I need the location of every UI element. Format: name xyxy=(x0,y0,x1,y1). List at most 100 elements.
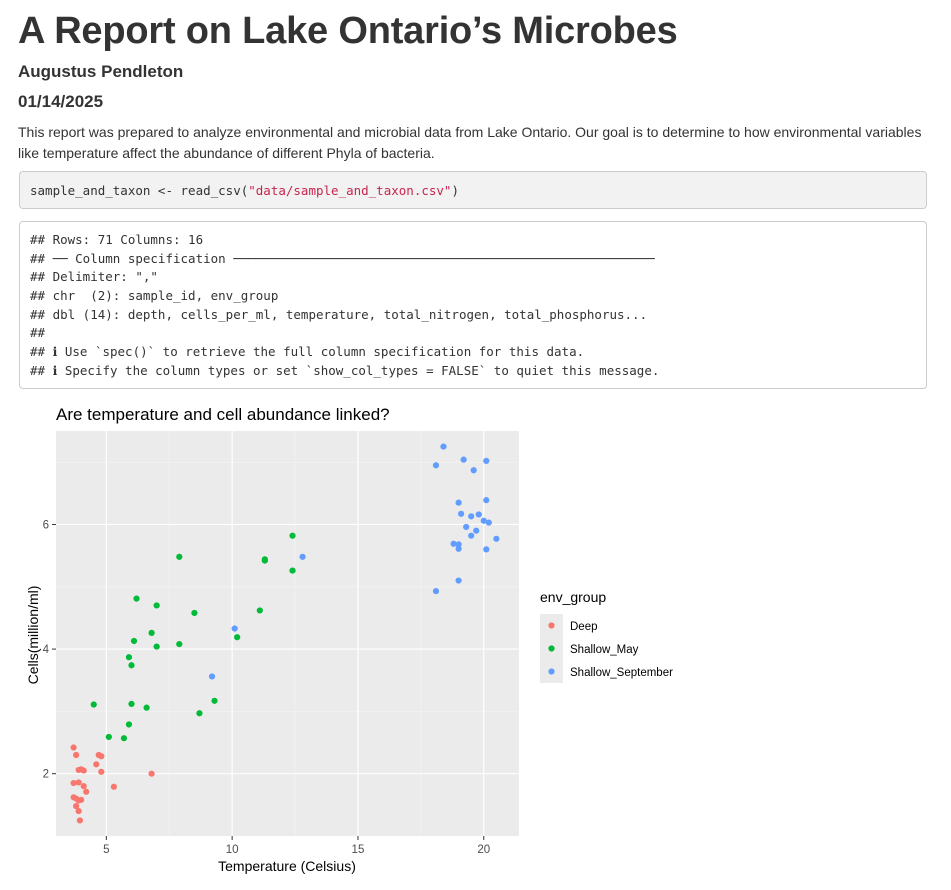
data-point-shallow-may xyxy=(130,637,138,645)
data-point-shallow-september xyxy=(450,540,457,547)
output-line: ## dbl (14): depth, cells_per_ml, temper… xyxy=(30,306,648,322)
data-point-deep xyxy=(73,802,80,810)
data-point-shallow-september xyxy=(455,541,462,548)
data-point-deep xyxy=(83,788,90,795)
data-point-shallow-september xyxy=(485,519,492,526)
data-point-shallow-september xyxy=(455,545,462,552)
data-point-shallow-may xyxy=(105,733,112,741)
data-point-deep xyxy=(80,783,87,790)
data-point-shallow-september xyxy=(483,497,490,504)
plot-area: 5 10 15 20 2 4 6 xyxy=(43,431,519,856)
data-point-shallow-may xyxy=(191,609,198,617)
data-point-shallow-may xyxy=(148,629,155,636)
legend-label: Shallow_May xyxy=(570,644,639,656)
y-tick-label: 6 xyxy=(43,519,49,531)
data-point-deep xyxy=(70,744,77,751)
data-point-deep xyxy=(80,767,87,774)
data-point-shallow-september xyxy=(208,673,216,680)
data-point-shallow-may xyxy=(153,602,160,609)
code-block[interactable]: sample_and_taxon <- read_csv("data/sampl… xyxy=(19,171,927,209)
data-point-shallow-may xyxy=(128,662,135,669)
data-point-shallow-may xyxy=(176,553,183,560)
data-point-shallow-may xyxy=(143,704,150,711)
data-point-deep xyxy=(148,770,155,777)
data-point-shallow-september xyxy=(483,457,490,465)
data-point-shallow-may xyxy=(153,643,160,650)
data-point-shallow-september xyxy=(468,532,475,539)
x-tick-label: 20 xyxy=(477,844,490,856)
legend-title: env_group xyxy=(540,589,606,605)
data-point-shallow-september xyxy=(473,527,480,534)
data-point-shallow-september xyxy=(483,546,490,553)
data-point-shallow-september xyxy=(440,443,447,450)
data-point-shallow-may xyxy=(176,640,183,648)
data-point-shallow-may xyxy=(90,701,97,708)
chart-legend: env_group Deep Shallow_May Shallow_Septembe… xyxy=(540,589,673,683)
data-point-shallow-september xyxy=(468,513,475,520)
legend-swatch xyxy=(548,668,555,675)
data-point-shallow-may xyxy=(125,654,133,661)
data-point-shallow-may xyxy=(120,735,128,742)
data-point-shallow-september xyxy=(475,511,482,518)
legend-swatch xyxy=(548,622,555,629)
output-line: ## ℹ Specify the column types or set `sh… xyxy=(30,362,660,378)
data-point-shallow-may xyxy=(128,700,135,708)
data-point-shallow-may xyxy=(289,532,296,539)
y-tick-label: 4 xyxy=(43,644,50,656)
data-point-shallow-september xyxy=(463,523,470,531)
console-output[interactable]: ## Rows: 71 Columns: 16 ## ── Column spe… xyxy=(19,221,927,389)
code-text-end: ) xyxy=(451,183,459,198)
data-point-deep xyxy=(75,779,82,786)
data-point-deep xyxy=(75,807,82,815)
data-point-deep xyxy=(98,768,105,775)
data-point-deep xyxy=(70,779,77,787)
x-tick-label: 5 xyxy=(103,844,109,856)
data-point-deep xyxy=(98,753,105,760)
y-tick-label: 2 xyxy=(43,769,49,781)
data-point-shallow-september xyxy=(299,553,306,560)
output-line: ## xyxy=(30,325,46,341)
x-axis-label: Temperature (Celsius) xyxy=(218,858,356,874)
data-point-shallow-may xyxy=(261,556,268,563)
legend-label: Shallow_September xyxy=(570,667,673,679)
x-tick-label: 10 xyxy=(226,844,239,856)
output-line: ## Rows: 71 Columns: 16 xyxy=(30,232,204,247)
legend-label: Deep xyxy=(570,621,598,633)
scatter-chart: Are temperature and cell abundance linke… xyxy=(25,405,673,874)
data-point-shallow-september xyxy=(455,499,462,506)
data-point-shallow-september xyxy=(455,577,462,584)
data-point-shallow-september xyxy=(480,517,487,524)
data-point-deep xyxy=(76,817,84,824)
plot-panel xyxy=(56,431,519,836)
data-point-deep xyxy=(78,796,85,803)
x-tick-label: 15 xyxy=(352,844,365,856)
data-point-shallow-may xyxy=(234,634,241,641)
report-author: Augustus Pendleton xyxy=(18,62,184,81)
output-line: ## ── Column specification ─────────────… xyxy=(30,250,655,266)
data-point-shallow-may xyxy=(133,595,140,602)
report-title: A Report on Lake Ontario’s Microbes xyxy=(18,10,678,52)
data-point-deep xyxy=(73,751,80,759)
report-date: 01/14/2025 xyxy=(18,92,104,111)
data-point-deep xyxy=(110,783,117,790)
data-point-shallow-september xyxy=(432,588,440,595)
data-point-shallow-september xyxy=(470,467,477,474)
output-line: ## ℹ Use `spec()` to retrieve the full c… xyxy=(30,344,585,360)
y-axis-label: Cells(million/ml) xyxy=(25,586,41,685)
data-point-shallow-may xyxy=(289,567,296,574)
legend-swatch xyxy=(548,645,555,652)
code-string: "data/sample_and_taxon.csv" xyxy=(248,183,452,198)
data-point-shallow-may xyxy=(211,697,218,704)
output-line: ## chr (2): sample_id, env_group xyxy=(30,288,279,304)
data-point-shallow-september xyxy=(493,535,500,542)
data-point-shallow-september xyxy=(458,510,465,517)
output-line: ## Delimiter: "," xyxy=(30,269,158,285)
data-point-shallow-september xyxy=(231,625,238,632)
data-point-shallow-may xyxy=(256,607,263,614)
data-point-shallow-may xyxy=(125,721,133,728)
data-point-shallow-may xyxy=(196,710,203,717)
report-intro: This report was prepared to analyze envi… xyxy=(18,124,922,161)
data-point-shallow-september xyxy=(460,456,467,463)
code-text: sample_and_taxon <- read_csv( xyxy=(30,183,249,198)
data-point-shallow-september xyxy=(432,462,440,469)
